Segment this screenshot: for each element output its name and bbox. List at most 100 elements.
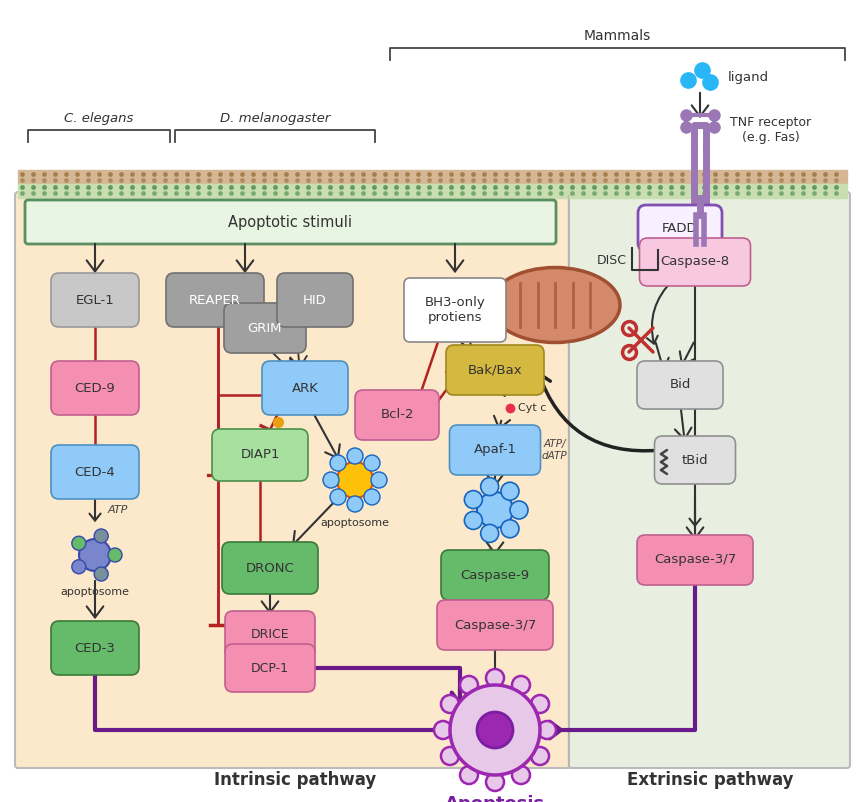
FancyBboxPatch shape bbox=[262, 361, 348, 415]
Text: HID: HID bbox=[303, 294, 327, 306]
Text: apoptosome: apoptosome bbox=[321, 518, 390, 528]
Text: REAPER: REAPER bbox=[189, 294, 241, 306]
FancyBboxPatch shape bbox=[637, 361, 723, 409]
Circle shape bbox=[538, 721, 556, 739]
Circle shape bbox=[72, 560, 86, 573]
Text: ATP: ATP bbox=[108, 505, 129, 515]
Text: Cyt c: Cyt c bbox=[518, 403, 546, 413]
Circle shape bbox=[460, 676, 478, 694]
FancyBboxPatch shape bbox=[51, 361, 139, 415]
FancyBboxPatch shape bbox=[437, 600, 553, 650]
Text: Intrinsic pathway: Intrinsic pathway bbox=[214, 771, 376, 789]
Circle shape bbox=[486, 669, 504, 687]
Text: Caspase-3/7: Caspase-3/7 bbox=[454, 618, 537, 631]
Text: ATP/
dATP: ATP/ dATP bbox=[542, 439, 568, 461]
FancyBboxPatch shape bbox=[222, 542, 318, 594]
Text: Bcl-2: Bcl-2 bbox=[380, 408, 414, 422]
Text: Caspase-3/7: Caspase-3/7 bbox=[654, 553, 736, 566]
Text: ARK: ARK bbox=[291, 382, 319, 395]
Text: apoptosome: apoptosome bbox=[60, 587, 130, 597]
Circle shape bbox=[480, 478, 499, 496]
Circle shape bbox=[531, 747, 549, 765]
Circle shape bbox=[441, 695, 459, 713]
Circle shape bbox=[94, 529, 108, 543]
FancyBboxPatch shape bbox=[637, 535, 753, 585]
Text: dATP: dATP bbox=[254, 435, 282, 445]
Text: DISC: DISC bbox=[597, 253, 627, 266]
Circle shape bbox=[94, 567, 108, 581]
FancyBboxPatch shape bbox=[166, 273, 264, 327]
Text: CED-9: CED-9 bbox=[74, 382, 116, 395]
Circle shape bbox=[347, 496, 363, 512]
Circle shape bbox=[480, 525, 499, 542]
Circle shape bbox=[441, 747, 459, 765]
Circle shape bbox=[364, 489, 380, 505]
Circle shape bbox=[460, 766, 478, 784]
Circle shape bbox=[108, 548, 122, 562]
Circle shape bbox=[371, 472, 387, 488]
FancyBboxPatch shape bbox=[638, 205, 722, 251]
FancyBboxPatch shape bbox=[569, 192, 850, 768]
Circle shape bbox=[434, 721, 452, 739]
FancyBboxPatch shape bbox=[212, 429, 308, 481]
Text: Extrinsic pathway: Extrinsic pathway bbox=[626, 771, 793, 789]
FancyBboxPatch shape bbox=[15, 192, 571, 768]
FancyBboxPatch shape bbox=[404, 278, 506, 342]
FancyBboxPatch shape bbox=[51, 621, 139, 675]
Circle shape bbox=[477, 712, 513, 748]
Circle shape bbox=[477, 492, 513, 528]
Circle shape bbox=[512, 766, 530, 784]
Circle shape bbox=[79, 539, 111, 571]
Text: Caspase-9: Caspase-9 bbox=[461, 569, 530, 581]
Circle shape bbox=[323, 472, 339, 488]
Text: DCP-1: DCP-1 bbox=[251, 662, 289, 674]
FancyBboxPatch shape bbox=[639, 238, 751, 286]
FancyBboxPatch shape bbox=[225, 611, 315, 659]
FancyBboxPatch shape bbox=[441, 550, 549, 600]
Text: DIAP1: DIAP1 bbox=[240, 448, 280, 461]
FancyBboxPatch shape bbox=[355, 390, 439, 440]
Circle shape bbox=[464, 491, 482, 508]
Circle shape bbox=[486, 773, 504, 791]
Circle shape bbox=[501, 482, 519, 500]
Text: CED-4: CED-4 bbox=[74, 465, 116, 479]
Text: Caspase-8: Caspase-8 bbox=[660, 256, 729, 269]
Circle shape bbox=[501, 520, 519, 538]
FancyBboxPatch shape bbox=[277, 273, 353, 327]
Text: Apoptosis: Apoptosis bbox=[445, 795, 545, 802]
Text: Apaf-1: Apaf-1 bbox=[473, 444, 517, 456]
Text: Bak/Bax: Bak/Bax bbox=[467, 363, 523, 376]
FancyBboxPatch shape bbox=[51, 445, 139, 499]
Text: EGL-1: EGL-1 bbox=[76, 294, 114, 306]
Text: apoptosome: apoptosome bbox=[461, 548, 530, 558]
Circle shape bbox=[464, 512, 482, 529]
Text: Mammals: Mammals bbox=[584, 29, 651, 43]
Circle shape bbox=[510, 501, 528, 519]
Text: DRONC: DRONC bbox=[245, 561, 295, 574]
Circle shape bbox=[330, 455, 346, 471]
Ellipse shape bbox=[490, 268, 620, 342]
Text: Apoptotic stimuli: Apoptotic stimuli bbox=[228, 214, 352, 229]
Text: FADD: FADD bbox=[662, 221, 698, 234]
FancyBboxPatch shape bbox=[25, 200, 556, 244]
FancyBboxPatch shape bbox=[224, 303, 306, 353]
Text: Bid: Bid bbox=[670, 379, 690, 391]
FancyBboxPatch shape bbox=[655, 436, 735, 484]
Text: ligand: ligand bbox=[728, 71, 769, 83]
Circle shape bbox=[330, 489, 346, 505]
Text: BH3-only
protiens: BH3-only protiens bbox=[424, 296, 486, 324]
Text: D. melanogaster: D. melanogaster bbox=[219, 112, 330, 125]
Circle shape bbox=[72, 537, 86, 550]
Circle shape bbox=[347, 448, 363, 464]
FancyBboxPatch shape bbox=[225, 644, 315, 692]
Text: DRICE: DRICE bbox=[251, 629, 289, 642]
Text: C. elegans: C. elegans bbox=[64, 112, 134, 125]
Text: tBid: tBid bbox=[682, 453, 708, 467]
Text: GRIM: GRIM bbox=[248, 322, 283, 334]
Circle shape bbox=[364, 455, 380, 471]
FancyBboxPatch shape bbox=[51, 273, 139, 327]
FancyBboxPatch shape bbox=[446, 345, 544, 395]
FancyBboxPatch shape bbox=[449, 425, 541, 475]
Circle shape bbox=[531, 695, 549, 713]
Text: TNF receptor
(e.g. Fas): TNF receptor (e.g. Fas) bbox=[730, 116, 811, 144]
